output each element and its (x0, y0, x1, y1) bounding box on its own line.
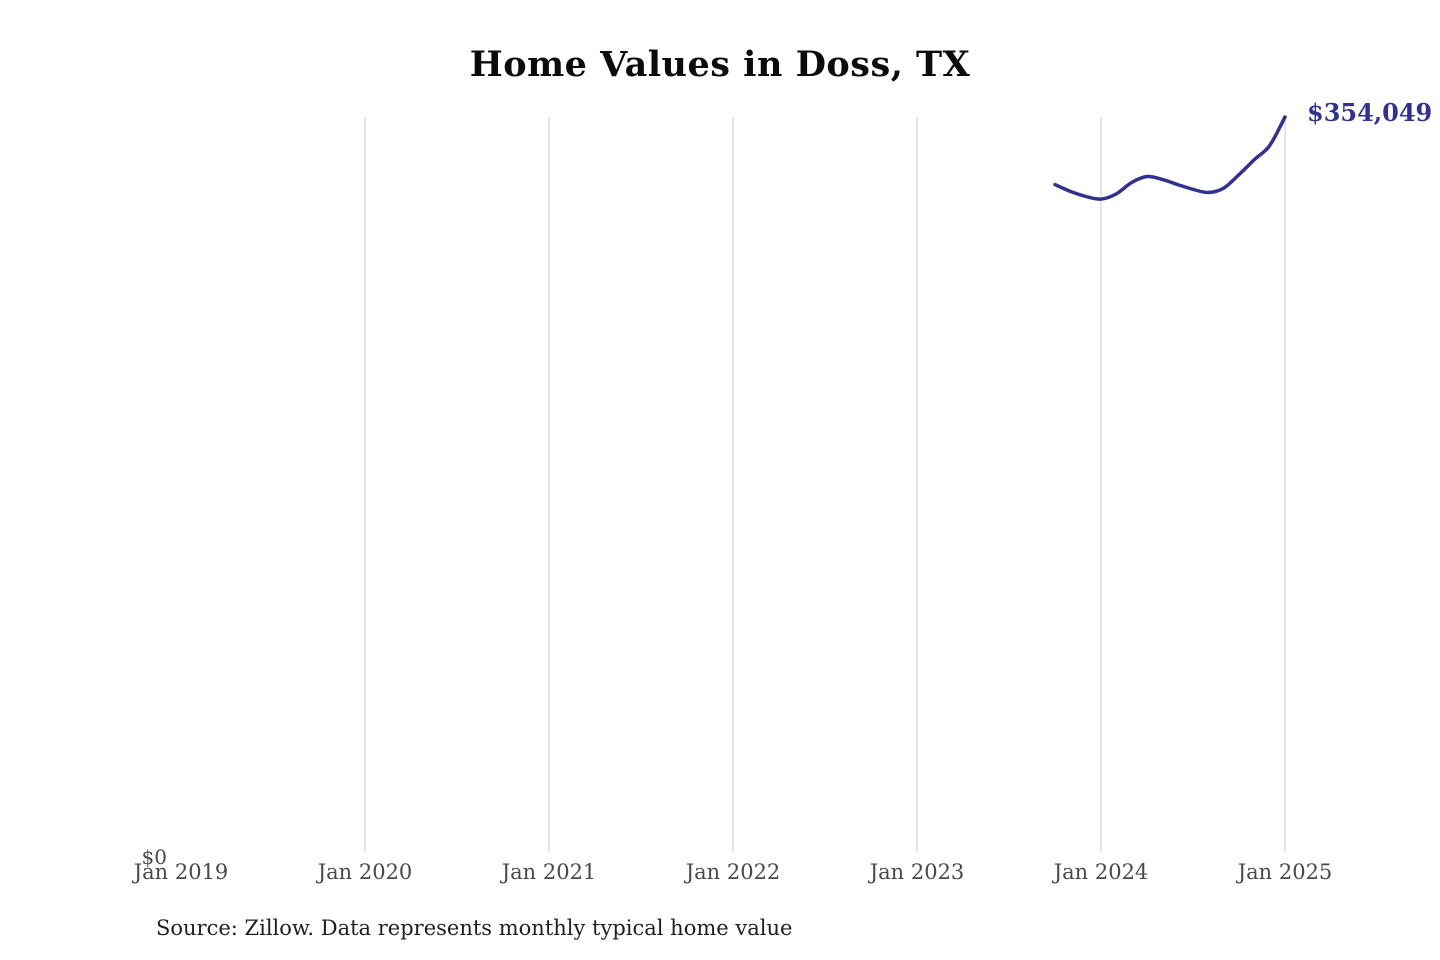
source-note: Source: Zillow. Data represents monthly … (156, 916, 793, 940)
x-axis-tick-label: Jan 2022 (684, 860, 781, 884)
x-axis-tick-label: Jan 2020 (316, 860, 413, 884)
x-axis-tick-label: Jan 2024 (1052, 860, 1149, 884)
x-axis-tick-label: Jan 2023 (868, 860, 965, 884)
gridlines (364, 117, 1286, 852)
x-axis-tick-label: Jan 2025 (1236, 860, 1333, 884)
x-axis-tick-labels: Jan 2019 Jan 2020 Jan 2021 Jan 2022 Jan 2023… (132, 860, 1333, 884)
latest-value-label: $354,049 (1307, 98, 1432, 127)
y-axis-zero-label: $0 (142, 845, 167, 869)
x-axis-tick-label: Jan 2019 (132, 860, 229, 884)
chart-title: Home Values in Doss, TX (469, 44, 971, 85)
x-axis-tick-label: Jan 2021 (500, 860, 597, 884)
home-value-line-series (1053, 115, 1287, 201)
